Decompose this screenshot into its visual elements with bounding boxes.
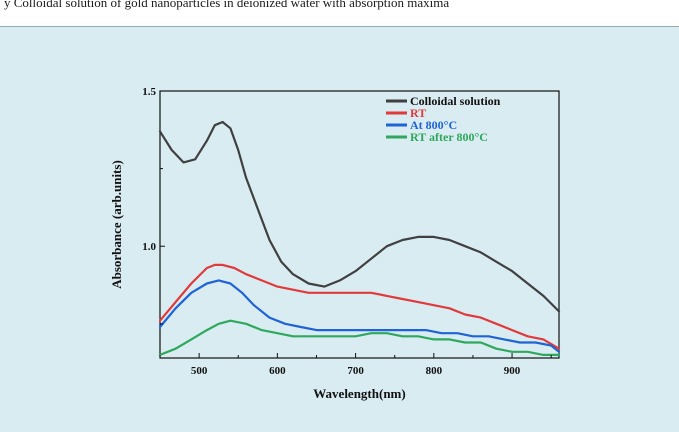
legend-label-4: RT after 800°C: [410, 130, 488, 144]
plot-frame: [159, 90, 560, 359]
figure-caption: y Colloidal solution of gold nanoparticl…: [0, 0, 679, 26]
x-tick-label: 700: [347, 365, 364, 377]
y-tick-label: 1.0: [142, 241, 156, 253]
series-layer: [158, 120, 561, 356]
legend-label-2: RT: [410, 106, 426, 120]
series-line-3: [158, 279, 561, 353]
series-line-4: [158, 319, 561, 356]
x-tick-label: 800: [426, 365, 443, 377]
y-tick-label: 1.5: [142, 86, 156, 98]
series-line-2: [158, 263, 561, 350]
legend-label-1: Colloidal solution: [410, 94, 501, 108]
x-tick-label: 900: [504, 365, 521, 377]
y-axis-title: Absorbance (arb.units): [109, 160, 124, 289]
series-line-1: [158, 120, 561, 313]
x-axis-title: Wavelength(nm): [313, 386, 405, 401]
legend-label-3: At 800°C: [410, 118, 457, 132]
axis-layer: 500 600 700 800 900 1.0 1.5: [142, 86, 552, 377]
x-tick-label: 500: [191, 365, 208, 377]
figure-panel: [0, 27, 679, 432]
caption-text: y Colloidal solution of gold nanoparticl…: [4, 0, 450, 10]
x-tick-label: 600: [269, 365, 286, 377]
top-divider: [0, 26, 679, 27]
